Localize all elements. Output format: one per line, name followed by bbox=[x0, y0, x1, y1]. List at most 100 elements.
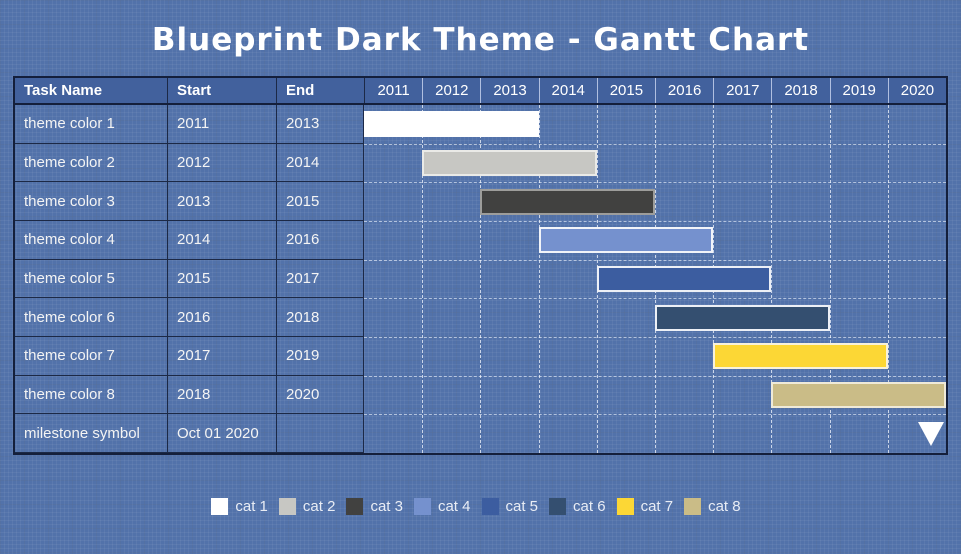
legend-swatch-icon bbox=[684, 497, 702, 515]
legend-swatch-icon bbox=[346, 497, 364, 515]
task-name-cell: theme color 6 bbox=[15, 298, 168, 338]
gantt-bar-cat-8[interactable] bbox=[771, 382, 946, 408]
chart-legend: cat 1 cat 2 cat 3 cat 4 cat 5 cat 6 cat … bbox=[0, 492, 961, 520]
legend-item-cat-7[interactable]: cat 7 bbox=[616, 497, 683, 515]
table-row: theme color 7 2017 2019 bbox=[15, 337, 946, 376]
row-gridline bbox=[364, 143, 946, 145]
task-end-cell: 2013 bbox=[277, 105, 364, 144]
legend-item-cat-4[interactable]: cat 4 bbox=[413, 497, 480, 515]
task-end-cell: 2015 bbox=[277, 182, 364, 222]
year-gridline bbox=[829, 105, 831, 453]
gantt-bar-cat-2[interactable] bbox=[422, 150, 597, 176]
legend-item-cat-5[interactable]: cat 5 bbox=[481, 497, 548, 515]
axis-tick-2020: 2020 bbox=[887, 78, 946, 103]
axis-tick-2017: 2017 bbox=[713, 78, 771, 103]
table-body: theme color 1 2011 2013 theme color 2 20… bbox=[15, 105, 946, 454]
task-start-cell: 2018 bbox=[168, 375, 277, 415]
legend-label: cat 6 bbox=[573, 497, 606, 515]
year-gridline bbox=[480, 105, 482, 453]
task-start-cell: 2011 bbox=[168, 105, 277, 144]
legend-label: cat 8 bbox=[708, 497, 741, 515]
row-gridline bbox=[364, 298, 946, 300]
legend-label: cat 7 bbox=[640, 497, 674, 515]
task-end-cell: 2014 bbox=[277, 143, 364, 183]
table-row: theme color 4 2014 2016 bbox=[15, 221, 946, 260]
task-name-cell: theme color 7 bbox=[15, 337, 168, 376]
legend-swatch-icon bbox=[278, 497, 296, 515]
year-gridline bbox=[771, 105, 773, 453]
axis-tick-2011: 2011 bbox=[364, 78, 422, 103]
gantt-plot-area bbox=[364, 105, 946, 453]
task-name-cell: theme color 2 bbox=[15, 143, 168, 183]
gantt-bar-cat-5[interactable] bbox=[596, 266, 772, 292]
task-end-cell: 2019 bbox=[277, 337, 364, 376]
task-end-cell: 2018 bbox=[277, 298, 364, 338]
gantt-bar-cat-3[interactable] bbox=[480, 188, 655, 215]
legend-item-cat-1[interactable]: cat 1 bbox=[211, 497, 277, 515]
gantt-bar-cat-1[interactable] bbox=[364, 111, 539, 138]
task-start-cell: 2014 bbox=[168, 221, 277, 260]
row-gridline bbox=[364, 221, 946, 222]
axis-tick-2013: 2013 bbox=[480, 78, 538, 103]
task-start-cell: Oct 01 2020 bbox=[168, 414, 277, 454]
task-name-cell: theme color 5 bbox=[15, 259, 168, 299]
legend-label: cat 3 bbox=[370, 497, 403, 515]
table-row: theme color 3 2013 2015 bbox=[15, 182, 946, 222]
task-start-cell: 2013 bbox=[168, 182, 277, 222]
legend-item-cat-2[interactable]: cat 2 bbox=[278, 497, 345, 515]
axis-tick-2016: 2016 bbox=[655, 78, 713, 103]
table-row: theme color 6 2016 2018 bbox=[15, 298, 946, 338]
legend-label: cat 1 bbox=[235, 497, 268, 515]
axis-tick-2014: 2014 bbox=[538, 78, 597, 103]
gantt-bar-cat-7[interactable] bbox=[713, 343, 888, 370]
task-end-cell: 2016 bbox=[277, 221, 364, 260]
row-gridline bbox=[364, 414, 946, 416]
legend-label: cat 5 bbox=[505, 497, 539, 515]
row-gridline bbox=[364, 375, 946, 377]
axis-tick-2019: 2019 bbox=[829, 78, 888, 103]
table-row: theme color 1 2011 2013 bbox=[15, 105, 946, 144]
table-row: milestone symbol Oct 01 2020 bbox=[15, 414, 946, 454]
axis-tick-2012: 2012 bbox=[422, 78, 480, 103]
legend-swatch-icon bbox=[211, 497, 229, 515]
legend-swatch-icon bbox=[413, 497, 431, 515]
table-row: theme color 8 2018 2020 bbox=[15, 375, 946, 415]
task-name-cell: theme color 3 bbox=[15, 182, 168, 222]
axis-tick-2018: 2018 bbox=[771, 78, 829, 103]
row-gridline bbox=[364, 259, 946, 261]
task-end-cell bbox=[277, 414, 364, 454]
column-header-start: Start bbox=[168, 78, 277, 103]
year-gridline bbox=[538, 105, 540, 453]
task-end-cell: 2020 bbox=[277, 375, 364, 415]
column-header-end: End bbox=[286, 82, 315, 99]
gantt-bar-cat-4[interactable] bbox=[538, 227, 714, 254]
table-row: theme color 5 2015 2017 bbox=[15, 259, 946, 299]
legend-swatch-icon bbox=[616, 497, 634, 515]
milestone-icon[interactable] bbox=[918, 421, 945, 446]
task-name-cell: theme color 1 bbox=[15, 105, 168, 144]
legend-item-cat-8[interactable]: cat 8 bbox=[684, 497, 750, 515]
chart-title: Blueprint Dark Theme - Gantt Chart bbox=[151, 22, 810, 58]
year-gridline bbox=[422, 105, 424, 453]
row-gridline bbox=[364, 337, 946, 338]
legend-label: cat 2 bbox=[302, 497, 336, 515]
task-name-cell: theme color 4 bbox=[15, 221, 168, 260]
legend-item-cat-6[interactable]: cat 6 bbox=[549, 497, 615, 515]
task-start-cell: 2017 bbox=[168, 337, 277, 376]
gantt-table: Task Name Start End 2011 2012 2013 2014 … bbox=[13, 76, 948, 455]
legend-swatch-icon bbox=[549, 497, 567, 515]
legend-swatch-icon bbox=[481, 497, 499, 515]
task-name-cell: theme color 8 bbox=[15, 375, 168, 415]
legend-item-cat-3[interactable]: cat 3 bbox=[346, 497, 412, 515]
task-start-cell: 2015 bbox=[168, 259, 277, 299]
axis-tick-2015: 2015 bbox=[596, 78, 655, 103]
task-start-cell: 2016 bbox=[168, 298, 277, 338]
table-header-row: Task Name Start End 2011 2012 2013 2014 … bbox=[15, 78, 946, 105]
legend-label: cat 4 bbox=[437, 497, 471, 515]
gantt-bar-cat-6[interactable] bbox=[655, 304, 830, 331]
timeline-axis: 2011 2012 2013 2014 2015 2016 2017 2018 … bbox=[364, 78, 946, 103]
column-header-task-name: Task Name bbox=[15, 78, 168, 103]
row-gridline bbox=[364, 182, 946, 184]
task-start-cell: 2012 bbox=[168, 143, 277, 183]
